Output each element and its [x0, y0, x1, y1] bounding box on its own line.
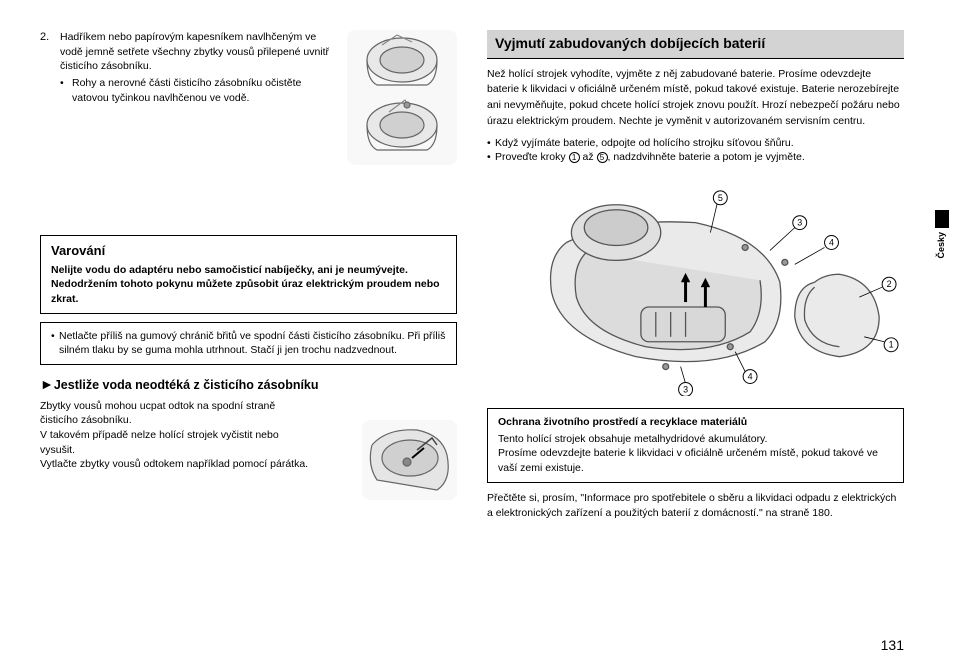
env-title: Ochrana životního prostředí a recyklace … — [498, 415, 893, 430]
page-number: 131 — [881, 636, 904, 656]
subsection-p3: Vytlačte zbytky vousů odtokem například … — [40, 457, 311, 472]
left-column: 2. Hadříkem nebo papírovým kapesníkem na… — [40, 30, 457, 610]
note-box: Netlačte příliš na gumový chránič břitů … — [40, 322, 457, 365]
side-tab: Česky — [935, 210, 949, 250]
right-column: Vyjmutí zabudovaných dobíjecích baterií … — [487, 30, 904, 610]
side-tab-label: Česky — [935, 232, 948, 259]
intro-text: Než holící strojek vyhodíte, vyjměte z n… — [487, 67, 904, 130]
diag-n3b: 3 — [683, 384, 688, 394]
subsection-p2: V takovém případě nelze holící strojek v… — [40, 428, 311, 457]
arrow-icon: ► — [40, 376, 54, 392]
bullet-2: Proveďte kroky 1 až 5, nadzdvihněte bate… — [487, 150, 904, 165]
cleaning-illustration — [347, 30, 457, 165]
subsection-heading: ►Jestliže voda neodtéká z čisticího záso… — [40, 375, 457, 395]
bullet-2c: , nadzdvihněte baterie a potom je vyjmět… — [608, 151, 805, 163]
step-text: Hadříkem nebo papírovým kapesníkem navlh… — [60, 30, 330, 74]
warning-box: Varování Nelijte vodu do adaptéru nebo s… — [40, 235, 457, 313]
subsection-p1: Zbytky vousů mohou ucpat odtok na spodní… — [40, 399, 311, 428]
diag-n1: 1 — [889, 340, 894, 350]
note-text: Netlačte příliš na gumový chránič břitů … — [51, 329, 446, 358]
side-tab-marker — [935, 210, 949, 228]
section-header: Vyjmutí zabudovaných dobíjecích baterií — [487, 30, 904, 59]
circle-1-inline: 1 — [569, 152, 580, 163]
warning-title: Varování — [51, 242, 446, 260]
environment-box: Ochrana životního prostředí a recyklace … — [487, 408, 904, 483]
bullet-2a: Proveďte kroky — [495, 151, 569, 163]
footer-text: Přečtěte si, prosím, "Informace pro spot… — [487, 491, 904, 523]
drain-illustration — [362, 420, 457, 500]
env-line2: Prosíme odevzdejte baterie k likvidaci v… — [498, 446, 893, 475]
bullet-2b: až — [580, 151, 597, 163]
env-line1: Tento holící strojek obsahuje metalhydri… — [498, 432, 893, 447]
warning-body: Nelijte vodu do adaptéru nebo samočistic… — [51, 263, 446, 307]
diag-n3a: 3 — [797, 218, 802, 228]
diag-n4b: 4 — [748, 371, 753, 381]
step-number: 2. — [40, 30, 49, 45]
step-sub-bullet: Rohy a nerovné části čisticího zásobníku… — [60, 76, 330, 105]
subsection-title: Jestliže voda neodtéká z čisticího zásob… — [54, 378, 319, 392]
diag-n5: 5 — [718, 193, 723, 203]
page-content: 2. Hadříkem nebo papírovým kapesníkem na… — [40, 30, 904, 610]
step-content: Hadříkem nebo papírovým kapesníkem navlh… — [60, 30, 330, 105]
bullet-1: Když vyjímáte baterie, odpojte od holící… — [487, 136, 904, 151]
subsection-body: Zbytky vousů mohou ucpat odtok na spodní… — [40, 399, 311, 472]
circle-5-inline: 5 — [597, 152, 608, 163]
diag-n2: 2 — [887, 279, 892, 289]
battery-removal-diagram: 5 3 4 2 1 3 4 — [487, 173, 904, 398]
diag-n4a: 4 — [829, 237, 834, 247]
